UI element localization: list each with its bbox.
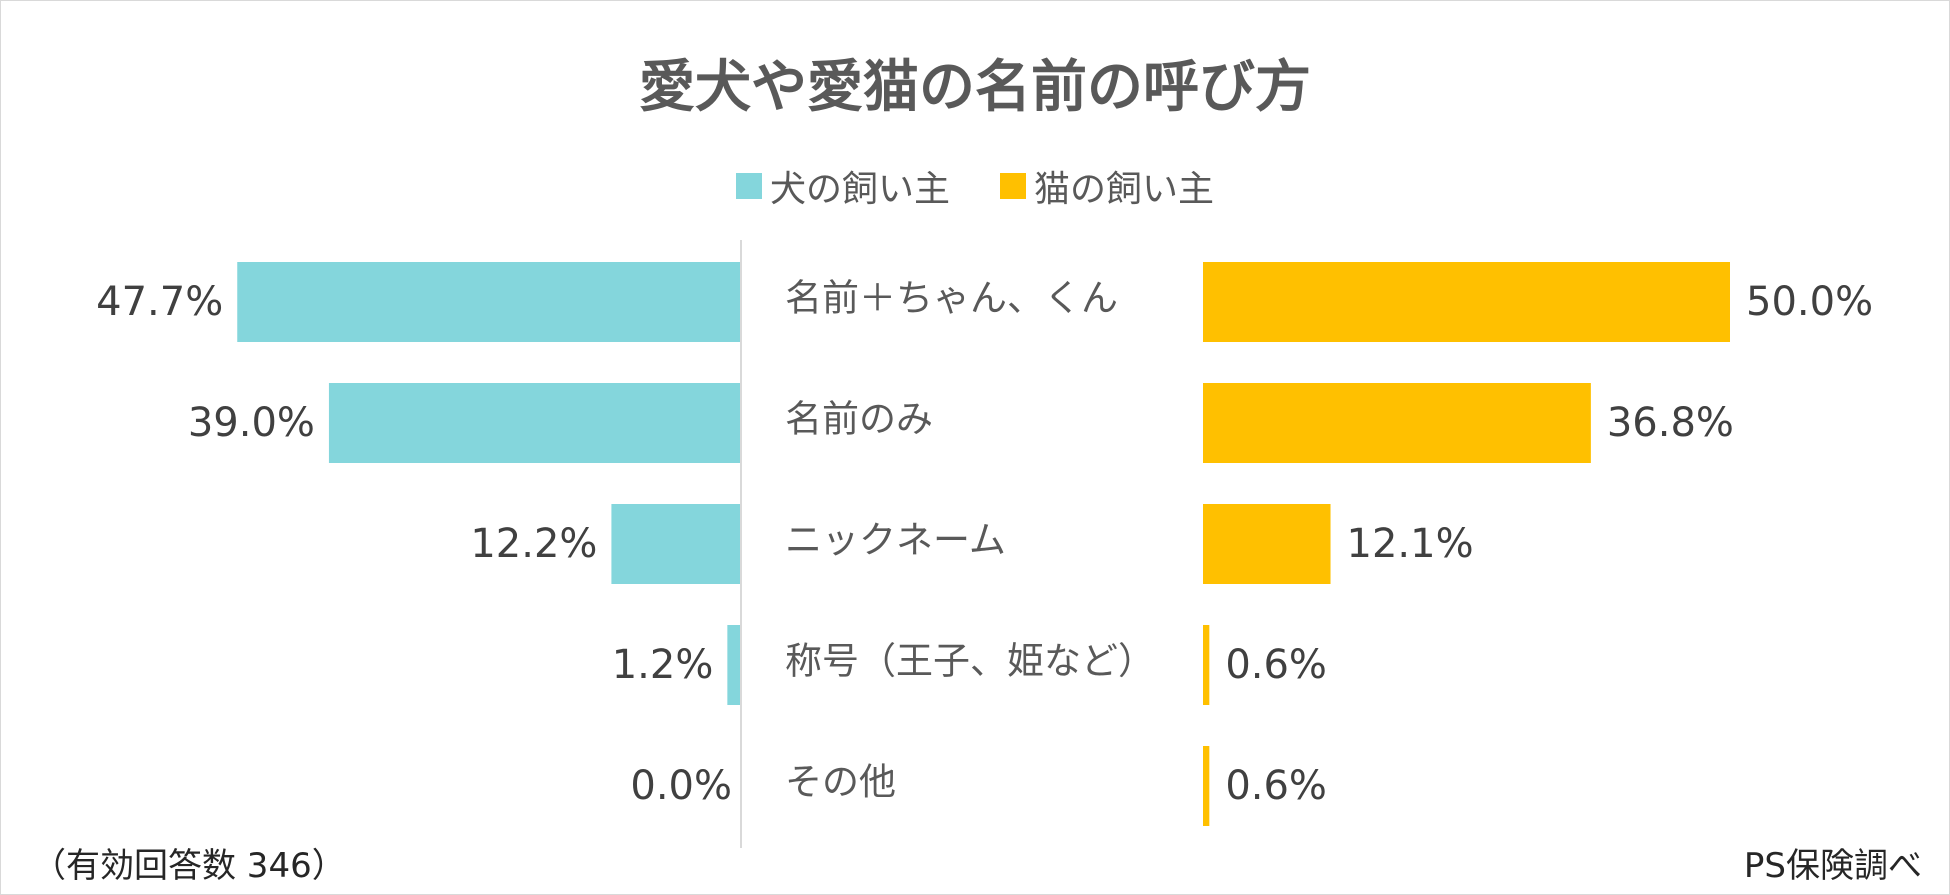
category-label-2: ニックネーム [785,519,1006,562]
bar-dog-0 [237,262,740,342]
bar-cat-1 [1203,383,1591,463]
legend: 犬の飼い主 猫の飼い主 [0,160,1950,212]
bar-dog-1 [328,383,740,463]
bar-cat-4 [1203,746,1210,826]
label-cat-2: 12.1% [1347,521,1474,567]
bar-cat-3 [1203,625,1210,705]
category-label-0: 名前＋ちゃん、くん [785,277,1118,320]
chart-title: 愛犬や愛猫の名前の呼び方 [639,55,1311,120]
category-label-1: 名前のみ [785,398,933,441]
label-dog-3: 1.2% [612,642,714,688]
legend-label-cat: 猫の飼い主 [1034,169,1215,210]
label-dog-0: 47.7% [96,279,223,325]
footnote-respondents: （有効回答数 346） [32,846,346,886]
legend-swatch-cat [1000,173,1026,199]
category-label-3: 称号（王子、姫など） [785,640,1155,683]
label-dog-2: 12.2% [470,521,597,567]
category-label-4: その他 [785,761,896,804]
bar-cat-0 [1203,262,1730,342]
label-dog-1: 39.0% [188,400,315,446]
legend-item-dog: 犬の飼い主 [735,160,950,212]
label-dog-4: 0.0% [630,763,732,809]
bar-dog-3 [727,625,740,705]
legend-item-cat: 猫の飼い主 [1000,160,1214,212]
label-cat-3: 0.6% [1225,642,1327,688]
bar-dog-2 [611,504,740,584]
legend-label-dog: 犬の飼い主 [769,169,950,210]
label-cat-0: 50.0% [1746,279,1873,325]
bar-cat-2 [1203,504,1331,584]
legend-swatch-dog [735,173,762,199]
source-note: PS保険調べ [1743,846,1922,886]
label-cat-1: 36.8% [1607,400,1734,446]
label-cat-4: 0.6% [1225,763,1327,809]
